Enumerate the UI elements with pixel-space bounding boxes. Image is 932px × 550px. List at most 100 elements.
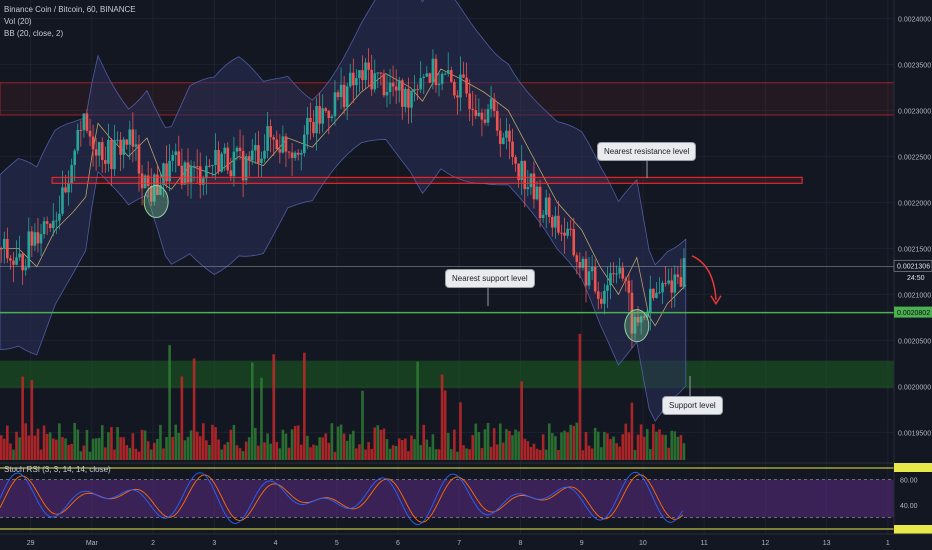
candle-body: [312, 121, 315, 134]
candle-body: [379, 72, 383, 74]
candle-body: [416, 89, 419, 91]
volume-bar: [569, 424, 572, 460]
candle-body: [361, 70, 364, 81]
price-tick-label: 0.0024000: [898, 16, 931, 23]
volume-bar: [508, 430, 511, 460]
volume-bar: [348, 434, 352, 460]
candle-body: [477, 112, 481, 116]
volume-bar: [6, 425, 9, 460]
candle-body: [645, 312, 649, 318]
candle-body: [459, 74, 462, 98]
time-tick-label: 7: [457, 540, 461, 547]
candle-body: [495, 111, 499, 131]
candle-body: [505, 130, 508, 138]
candle-body: [551, 216, 554, 228]
candle-body: [137, 144, 141, 174]
candle-body: [177, 151, 181, 166]
volume-bar: [658, 429, 661, 460]
volume-bar: [379, 429, 383, 460]
volume-bar: [195, 431, 199, 460]
stoch-upper-tag: [894, 463, 932, 472]
projection-arrowhead: [710, 295, 722, 306]
candle-body: [486, 109, 490, 123]
volume-bar: [116, 427, 119, 460]
volume-bar: [532, 443, 536, 460]
volume-bar: [505, 429, 508, 460]
volume-bar: [110, 427, 113, 460]
candle-body: [6, 239, 9, 259]
volume-bar: [254, 427, 257, 460]
candle-body: [569, 228, 572, 230]
price-tick-label: 0.0021500: [898, 246, 931, 253]
time-tick-label: 8: [519, 540, 523, 547]
volume-bar: [529, 447, 533, 460]
candle-body: [201, 178, 205, 185]
candle-body: [348, 72, 352, 87]
candle-body: [131, 129, 135, 147]
candle-body: [667, 280, 670, 284]
candle-body: [195, 166, 199, 168]
candle-body: [217, 149, 220, 172]
volume-bar: [211, 424, 214, 460]
volume-bar: [131, 433, 135, 460]
volume-bar: [321, 437, 324, 460]
candle-body: [615, 273, 618, 275]
volume-bar: [489, 446, 493, 460]
candle-body: [621, 267, 625, 279]
volume-bar: [104, 447, 107, 460]
volume-bar: [45, 433, 49, 460]
candle-body: [587, 271, 591, 286]
volume-bar: [627, 432, 631, 460]
candle-body: [146, 175, 150, 186]
time-tick-label: 29: [27, 540, 35, 547]
volume-bar: [471, 435, 475, 460]
candle-body: [134, 144, 138, 147]
candle-body: [471, 108, 475, 111]
volume-bar: [247, 437, 251, 460]
volume-bar: [621, 434, 625, 460]
candle-body: [324, 108, 328, 111]
volume-bar: [73, 422, 77, 460]
candle-body: [566, 228, 569, 236]
volume-bar: [171, 437, 174, 460]
time-tick-label: Mar: [86, 540, 99, 547]
candle-body: [425, 73, 429, 77]
candle-body: [498, 130, 502, 144]
volume-bar: [153, 442, 156, 460]
volume-bar: [119, 437, 122, 460]
volume-bar: [385, 439, 389, 460]
volume-bar: [367, 442, 370, 460]
volume-bar: [453, 429, 456, 460]
candle-body: [272, 137, 276, 140]
candle-body: [85, 113, 89, 131]
volume-bar: [293, 426, 297, 460]
volume-bar: [79, 451, 83, 460]
candle-body: [58, 213, 61, 221]
volume-bar: [449, 449, 453, 460]
candle-body: [205, 165, 208, 179]
volume-bar: [214, 427, 217, 460]
candle-body: [281, 136, 285, 153]
volume-bar: [370, 448, 373, 460]
candle-body: [355, 78, 358, 86]
volume-bar: [618, 446, 621, 460]
volume-bar: [97, 437, 101, 460]
candle-body: [97, 142, 101, 156]
volume-bar: [667, 447, 670, 460]
candle-body: [107, 139, 110, 164]
candle-body: [122, 139, 125, 155]
volume-bar: [517, 431, 520, 460]
candle-body: [388, 82, 392, 93]
volume-bar: [523, 438, 527, 460]
candle-body: [428, 73, 432, 83]
volume-bar: [633, 449, 637, 460]
candle-body: [211, 165, 214, 167]
volume-bar: [670, 430, 674, 460]
volume-bar: [480, 448, 484, 460]
volume-bar: [609, 439, 612, 460]
candle-body: [42, 221, 46, 235]
candle-body: [143, 175, 147, 189]
candle-body: [333, 92, 337, 117]
volume-bar: [661, 434, 664, 460]
